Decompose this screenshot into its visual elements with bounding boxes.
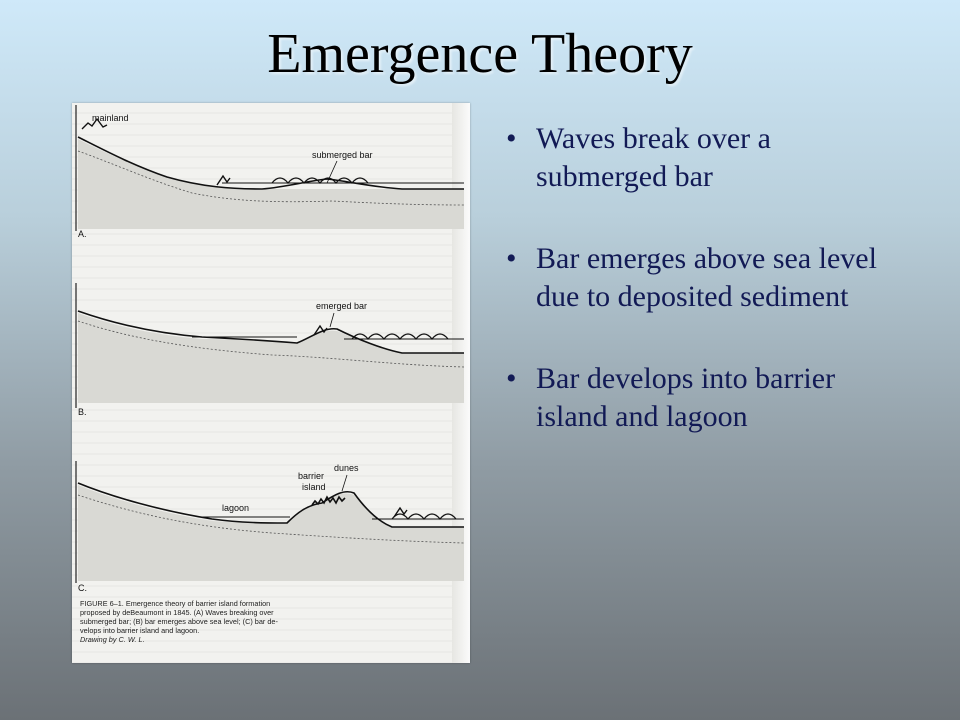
panel-c-sediment: [77, 494, 465, 544]
panel-c-label-dunes: dunes: [334, 463, 359, 473]
panel-a-waves: [271, 177, 369, 184]
panel-c-label-barrier: barrier: [298, 471, 324, 481]
bullet-text: Waves break over a submerged bar: [536, 122, 771, 193]
bullet-dot-icon: •: [506, 242, 517, 275]
panel-a-label-bar: submerged bar: [312, 150, 373, 160]
panel-a-seabed: [78, 139, 464, 229]
bullet-text: Bar develops into barrier island and lag…: [536, 362, 836, 433]
bullet-dot-icon: •: [506, 122, 517, 155]
panel-c-waves: [391, 513, 457, 520]
bullet-list: • Waves break over a submerged bar • Bar e…: [500, 120, 900, 480]
panel-c-breaker: [393, 506, 408, 518]
panel-c-profile: [77, 482, 464, 528]
caption-line: velops into barrier island and lagoon.: [80, 626, 200, 635]
caption-line: submerged bar; (B) bar emerges above sea…: [80, 617, 278, 626]
panel-b-seabed: [78, 313, 464, 403]
panel-c-label-lagoon: lagoon: [222, 503, 249, 513]
panel-a-letter: A.: [78, 229, 87, 239]
bullet-item: • Waves break over a submerged bar: [500, 120, 900, 196]
panel-c-label-island: island: [302, 482, 326, 492]
panel-a: mainland submerged bar A.: [75, 105, 465, 239]
panel-c-dune-vegetation: [311, 495, 346, 506]
panel-b: emerged bar B.: [75, 283, 465, 417]
bullet-dot-icon: •: [506, 362, 517, 395]
caption-line: proposed by deBeaumont in 1845. (A) Wave…: [80, 608, 274, 617]
bullet-text: Bar emerges above sea level due to depos…: [536, 242, 877, 313]
caption-line: FIGURE 6–1. Emergence theory of barrier …: [80, 599, 271, 608]
panel-c-pointer: [341, 474, 348, 492]
panel-a-label-mainland: mainland: [92, 113, 129, 123]
bullet-item: • Bar emerges above sea level due to depo…: [500, 240, 900, 316]
panel-c-letter: C.: [78, 583, 87, 593]
panel-b-letter: B.: [78, 407, 87, 417]
figure-caption: FIGURE 6–1. Emergence theory of barrier …: [80, 599, 380, 644]
panel-a-sediment: [77, 150, 465, 206]
slide-title: Emergence Theory: [267, 23, 693, 85]
panel-a-pointer: [326, 160, 338, 184]
caption-credit: Drawing by C. W. L.: [80, 635, 145, 644]
panel-c: lagoon barrier island dunes C.: [75, 461, 465, 593]
panel-b-sediment: [77, 320, 465, 368]
panel-a-profile: [77, 136, 464, 190]
panel-a-vegetation: [81, 117, 108, 130]
panel-a-breaker: [216, 174, 231, 186]
bullet-item: • Bar develops into barrier island and la…: [500, 360, 900, 436]
panel-b-breaker: [313, 324, 328, 336]
figure-scan: mainland submerged bar A. emerged bar B.: [72, 103, 470, 663]
emergence-diagram: mainland submerged bar A. emerged bar B.: [75, 105, 465, 593]
panel-b-waves: [351, 333, 449, 340]
panel-b-pointer: [329, 312, 335, 328]
panel-b-label-bar: emerged bar: [316, 301, 367, 311]
